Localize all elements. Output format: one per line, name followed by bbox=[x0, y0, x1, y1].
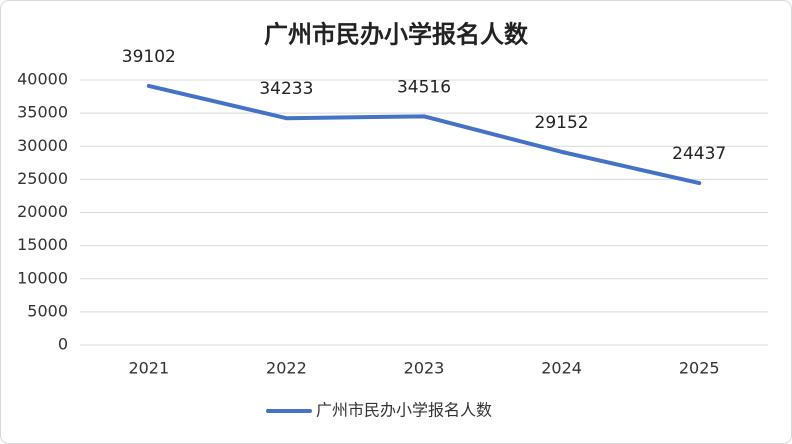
chart-title: 广州市民办小学报名人数 bbox=[264, 20, 529, 49]
y-tick-label: 0 bbox=[58, 335, 68, 354]
x-tick-label: 2021 bbox=[128, 359, 169, 378]
y-tick-label: 5000 bbox=[27, 301, 68, 320]
x-tick-label: 2022 bbox=[266, 359, 307, 378]
x-tick-label: 2025 bbox=[679, 359, 720, 378]
y-tick-label: 40000 bbox=[17, 70, 68, 89]
y-tick-label: 25000 bbox=[17, 169, 68, 188]
y-tick-label: 10000 bbox=[17, 268, 68, 287]
data-line bbox=[146, 83, 702, 186]
data-label: 34516 bbox=[397, 77, 451, 97]
data-label: 29152 bbox=[535, 113, 589, 133]
data-label: 39102 bbox=[122, 47, 176, 67]
x-tick-label: 2024 bbox=[541, 359, 582, 378]
x-tick-label: 2023 bbox=[404, 359, 445, 378]
y-tick-label: 35000 bbox=[17, 103, 68, 122]
legend-label: 广州市民办小学报名人数 bbox=[316, 401, 492, 420]
y-tick-label: 20000 bbox=[17, 202, 68, 221]
data-label: 24437 bbox=[672, 144, 726, 164]
y-tick-label: 30000 bbox=[17, 136, 68, 155]
data-label: 34233 bbox=[259, 79, 313, 99]
y-tick-label: 15000 bbox=[17, 235, 68, 254]
